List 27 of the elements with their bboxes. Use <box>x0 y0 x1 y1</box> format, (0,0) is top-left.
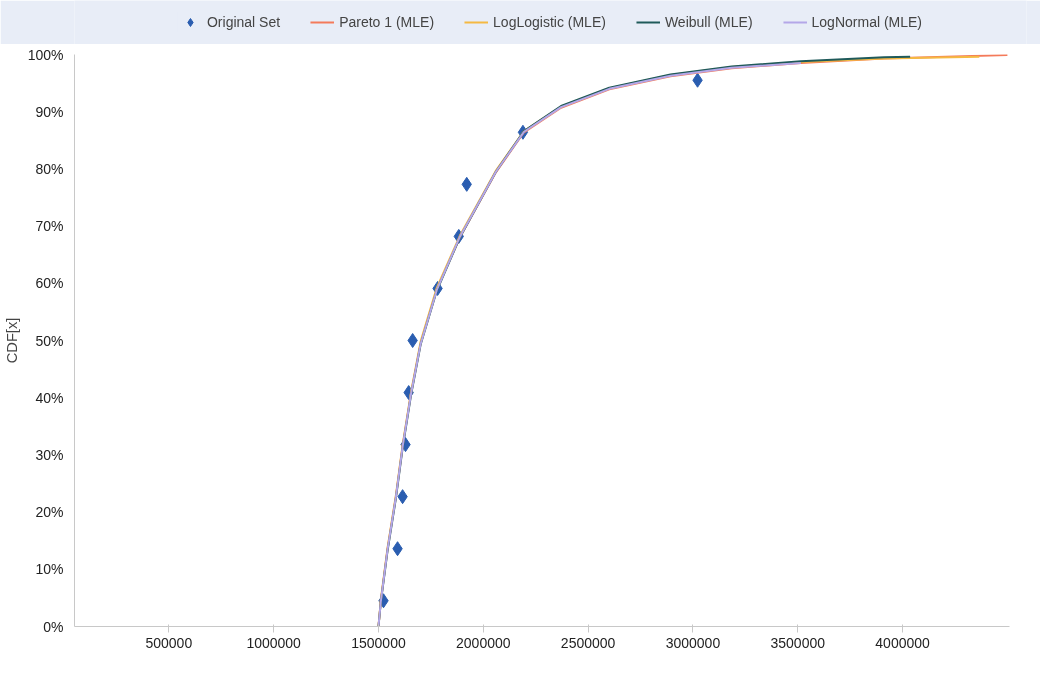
legend-label: LogNormal (MLE) <box>811 14 923 30</box>
x-tick-label: 1500000 <box>351 634 406 651</box>
y-tick-label: 70% <box>35 218 64 235</box>
x-tick-label: 500000 <box>145 634 193 651</box>
y-tick-label: 80% <box>35 160 64 177</box>
x-tick-label: 1000000 <box>246 634 302 651</box>
point <box>407 333 418 348</box>
x-tick-label: 2000000 <box>456 634 511 651</box>
y-tick-label: 90% <box>35 103 64 120</box>
y-tick-label: 10% <box>35 561 64 578</box>
y-tick-label: 0% <box>43 618 64 635</box>
y-tick-label: 60% <box>35 275 64 292</box>
legend-label: LogLogistic (MLE) <box>493 14 606 30</box>
line-series <box>377 62 802 627</box>
legend-label: Original Set <box>206 14 281 30</box>
x-tick-label: 4000000 <box>875 634 931 651</box>
y-tick-label: 20% <box>35 504 64 521</box>
y-axis-title: CDF[x] <box>3 317 20 364</box>
y-tick-label: 40% <box>35 389 64 406</box>
x-tick-label: 2500000 <box>560 634 616 651</box>
x-tick-label: 3500000 <box>770 634 826 651</box>
y-tick-label: 100% <box>27 46 64 63</box>
x-tick-label: 3000000 <box>665 634 721 651</box>
y-tick-label: 50% <box>35 332 64 349</box>
legend-label: Weibull (MLE) <box>664 14 753 30</box>
legend-label: Pareto 1 (MLE) <box>339 14 435 30</box>
y-tick-label: 30% <box>35 446 64 463</box>
